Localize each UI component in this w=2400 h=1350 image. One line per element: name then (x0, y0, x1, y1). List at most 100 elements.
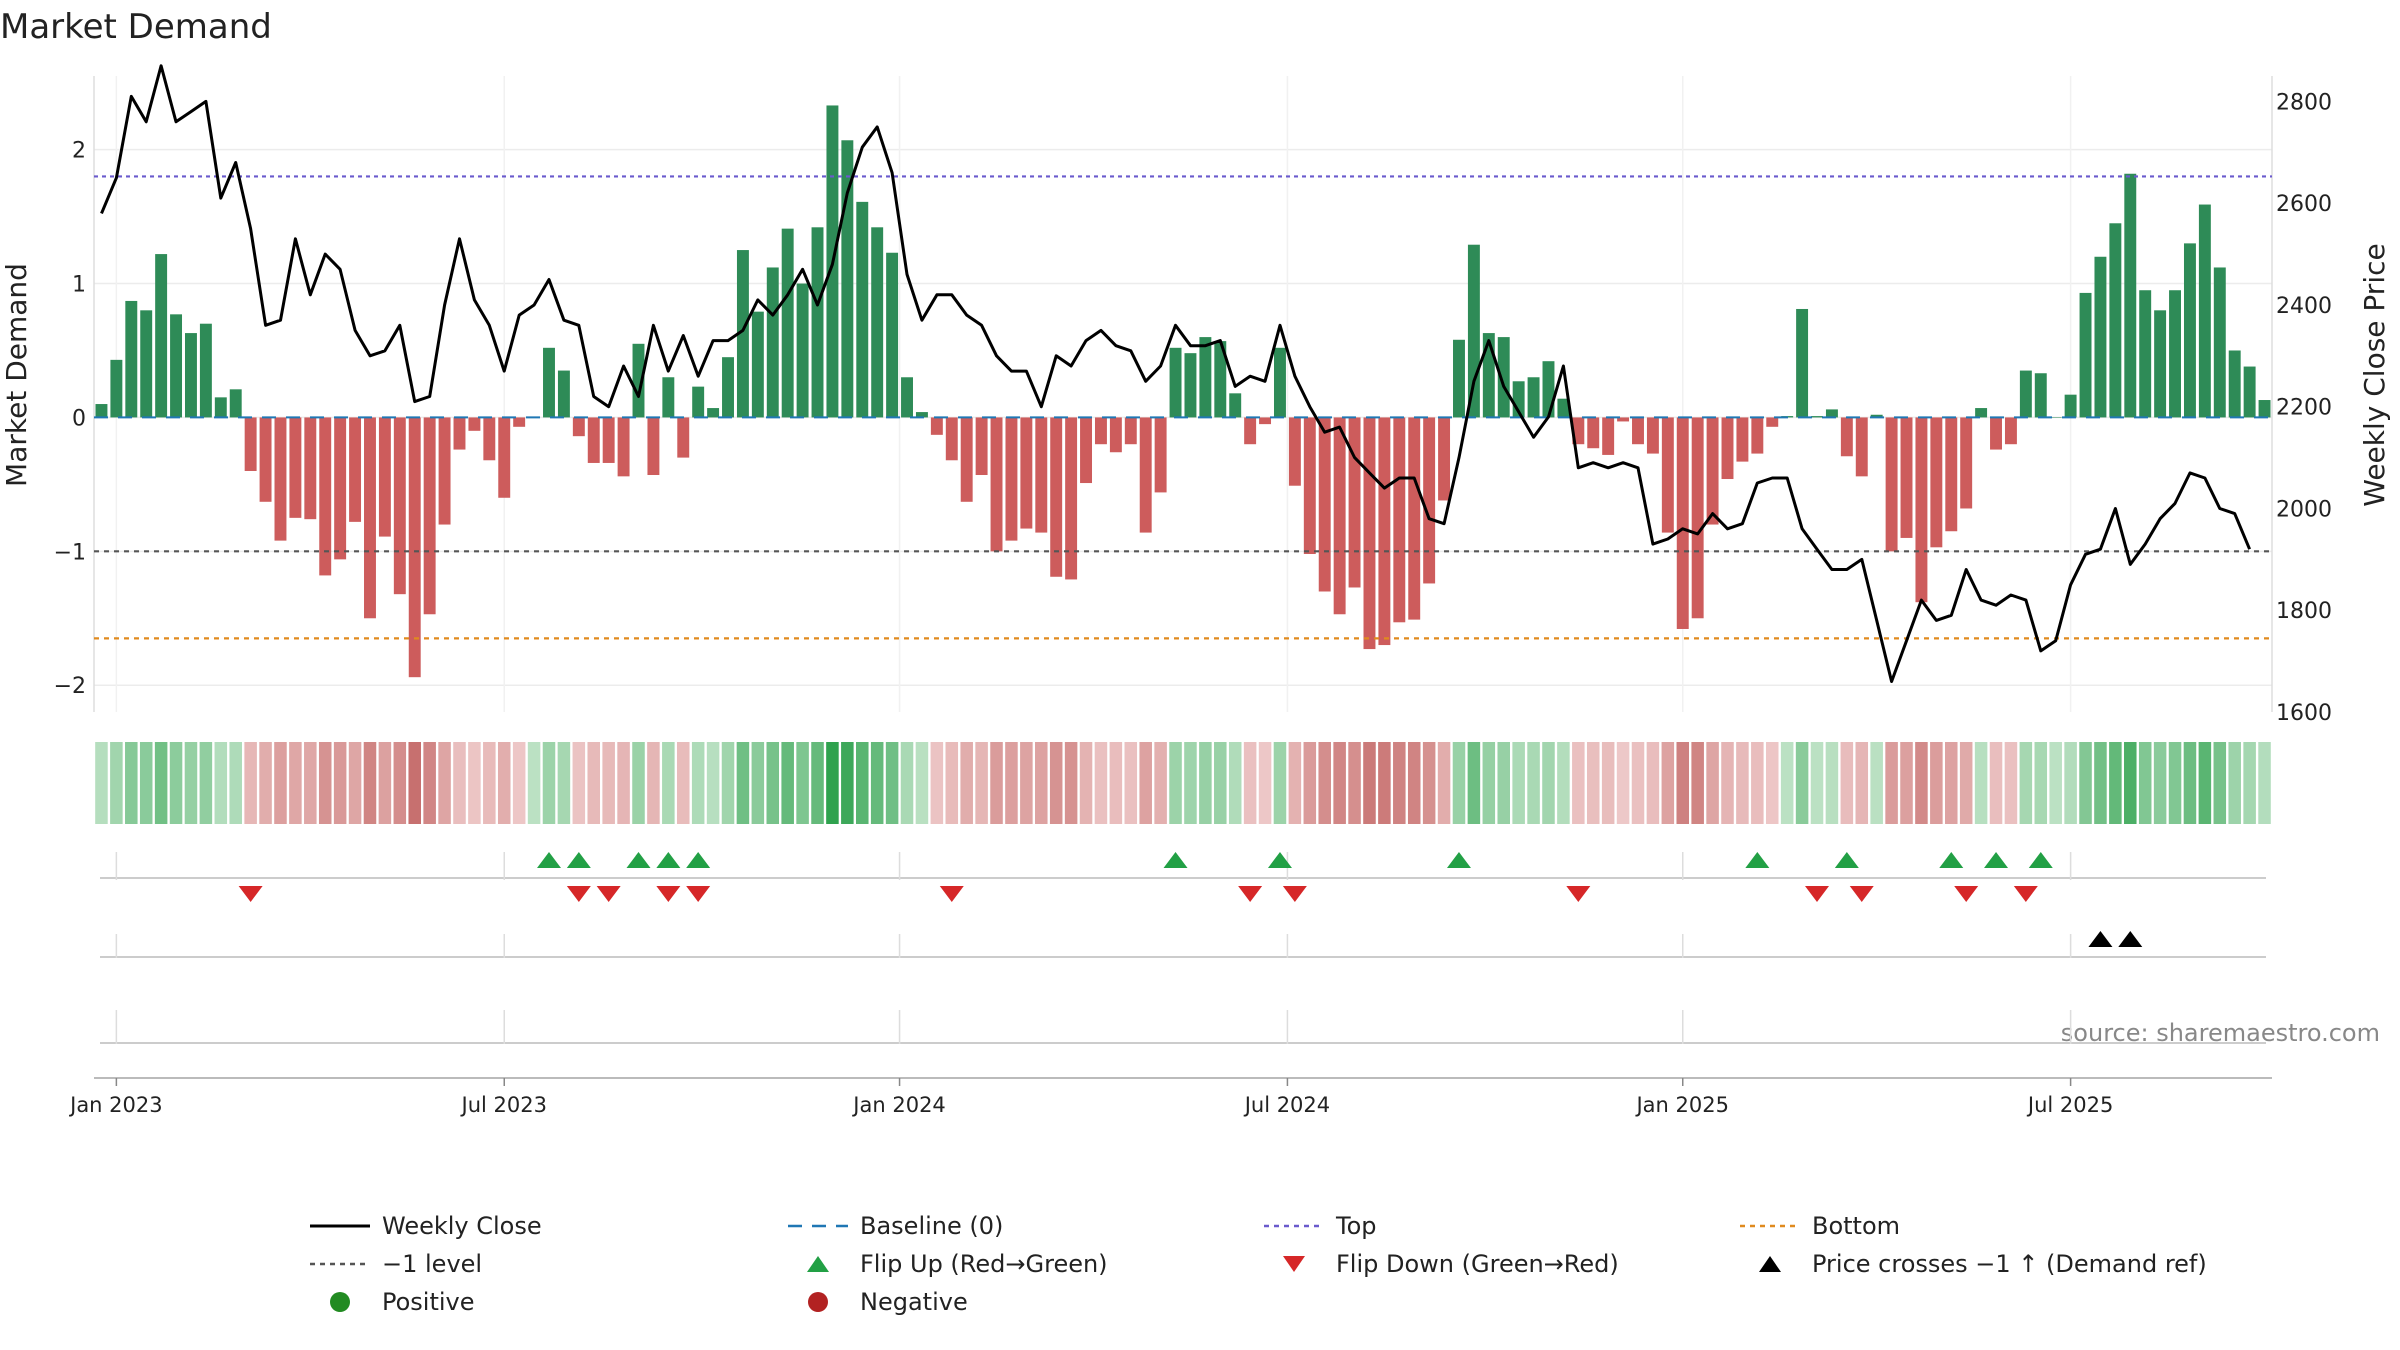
flip-up-marker-10 (1939, 852, 1964, 868)
strip-cell-119 (1870, 742, 1883, 824)
flip-up-marker-12 (2028, 852, 2053, 868)
demand-bar-125 (1960, 417, 1973, 509)
demand-bar-16 (334, 417, 347, 560)
demand-bar-102 (1617, 417, 1630, 422)
demand-bar-83 (1333, 417, 1346, 615)
legend-label-1: Baseline (0) (860, 1212, 1003, 1240)
flip-up-marker-2 (626, 852, 651, 868)
demand-bar-105 (1661, 417, 1674, 533)
demand-bar-137 (2139, 290, 2152, 418)
strip-cell-51 (856, 742, 869, 824)
strip-cell-141 (2198, 742, 2212, 824)
demand-bar-12 (274, 417, 287, 541)
strip-cell-129 (2019, 742, 2033, 824)
strip-cell-140 (2183, 742, 2197, 824)
strip-cell-4 (154, 742, 168, 824)
demand-bar-85 (1363, 417, 1376, 650)
strip-cell-9 (229, 742, 242, 824)
strip-cell-64 (1049, 742, 1063, 824)
x-tick-label-4: Jan 2025 (1634, 1093, 1729, 1117)
demand-bar-98 (1557, 398, 1570, 418)
demand-bar-89 (1423, 417, 1436, 584)
strip-cell-27 (497, 742, 511, 824)
strip-cell-100 (1586, 742, 1600, 824)
demand-bar-104 (1646, 417, 1659, 454)
flip-up-marker-6 (1267, 852, 1292, 868)
strip-cell-85 (1363, 742, 1376, 824)
strip-cell-67 (1094, 742, 1108, 824)
demand-bar-78 (1259, 417, 1272, 425)
strip-cell-76 (1228, 742, 1242, 824)
strip-cell-104 (1646, 742, 1660, 824)
strip-cell-80 (1288, 742, 1302, 824)
demand-bar-126 (1975, 408, 1988, 418)
demand-bar-52 (871, 227, 884, 418)
demand-bar-123 (1930, 417, 1943, 548)
demand-bar-114 (1796, 308, 1809, 418)
demand-bar-145 (2258, 400, 2271, 418)
strip-cell-91 (1452, 742, 1466, 824)
flip-down-marker-0 (238, 886, 263, 902)
strip-cell-17 (348, 742, 362, 824)
demand-bar-106 (1676, 417, 1689, 629)
flip-down-marker-5 (939, 886, 964, 902)
flip-up-marker-3 (656, 852, 681, 868)
flip-down-marker-4 (686, 886, 711, 902)
demand-bar-26 (483, 417, 496, 461)
strip-cell-16 (333, 742, 347, 824)
demand-bar-15 (319, 417, 332, 576)
strip-cell-35 (617, 742, 630, 824)
strip-cell-126 (1974, 742, 1988, 824)
demand-bar-122 (1915, 417, 1928, 603)
strip-cell-134 (2094, 742, 2107, 824)
price-cross-marker-0 (2088, 931, 2113, 947)
strip-cell-82 (1318, 742, 1331, 824)
strip-cell-125 (1959, 742, 1973, 824)
strip-cell-145 (2258, 742, 2271, 824)
strip-cell-18 (363, 742, 377, 824)
demand-bar-128 (2004, 417, 2017, 445)
strip-cell-59 (975, 742, 988, 824)
demand-bar-143 (2228, 350, 2241, 418)
strip-cell-106 (1676, 742, 1690, 824)
demand-bar-54 (901, 377, 913, 418)
strip-cell-107 (1691, 742, 1704, 824)
demand-bar-41 (707, 408, 720, 418)
strip-cell-142 (2213, 742, 2227, 824)
strip-cell-46 (781, 742, 794, 824)
demand-bar-77 (1244, 417, 1257, 445)
strip-cell-29 (527, 742, 541, 824)
strip-cell-133 (2079, 742, 2092, 824)
strip-cell-15 (318, 742, 332, 824)
strip-cell-7 (199, 742, 213, 824)
strip-cell-79 (1273, 742, 1287, 824)
left-tick-label-3: −1 (54, 540, 86, 565)
strip-cell-43 (736, 742, 750, 824)
demand-bar-133 (2079, 292, 2092, 418)
demand-bar-9 (229, 389, 242, 418)
strip-cell-0 (95, 742, 108, 824)
strip-cell-123 (1930, 742, 1943, 824)
strip-cell-73 (1184, 742, 1197, 824)
demand-bar-129 (2019, 370, 2032, 418)
strip-cell-93 (1482, 742, 1496, 824)
strip-cell-114 (1795, 742, 1809, 824)
strip-cell-89 (1422, 742, 1436, 824)
demand-bar-45 (766, 267, 779, 418)
legend-symbol-6 (1283, 1256, 1305, 1272)
demand-bar-121 (1900, 417, 1913, 538)
strip-cell-3 (139, 742, 153, 824)
demand-bar-101 (1602, 417, 1615, 455)
demand-bar-110 (1736, 417, 1749, 462)
legend-symbol-5 (807, 1256, 829, 1272)
strip-cell-68 (1109, 742, 1123, 824)
strip-cell-78 (1258, 742, 1272, 824)
x-tick-label-1: Jul 2023 (460, 1093, 547, 1117)
demand-bar-25 (468, 417, 481, 431)
strip-cell-40 (691, 742, 705, 824)
demand-bar-55 (915, 412, 928, 418)
strip-cell-48 (811, 742, 824, 824)
demand-bar-91 (1453, 339, 1465, 418)
demand-bar-82 (1318, 417, 1331, 592)
strip-cell-21 (408, 742, 421, 824)
